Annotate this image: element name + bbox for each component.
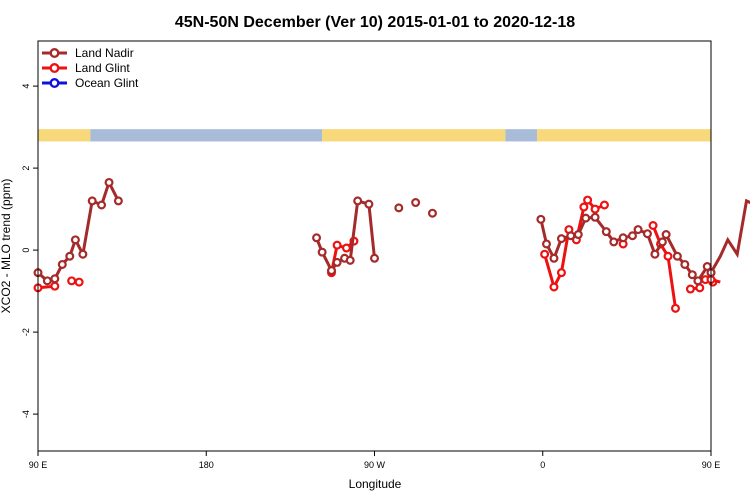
data-point: [661, 230, 671, 240]
data-point: [70, 235, 80, 245]
data-point: [67, 276, 77, 286]
series-land-glint: [33, 195, 721, 313]
data-point: [670, 303, 680, 313]
strip-band: [322, 129, 506, 142]
data-point: [78, 249, 88, 259]
strip-band: [505, 129, 538, 142]
y-axis: -4 -2 0 2 4: [21, 84, 38, 418]
data-point: [97, 200, 107, 210]
data-point: [536, 214, 546, 224]
data-point: [618, 233, 628, 243]
data-point: [590, 204, 600, 214]
data-point: [364, 199, 374, 209]
land-ocean-strip: [38, 129, 711, 142]
data-point: [549, 253, 559, 263]
data-point: [680, 259, 690, 269]
strip-band: [90, 129, 323, 142]
x-axis: 90 E 180 90 W 0 90 E: [29, 451, 721, 470]
data-point: [317, 247, 327, 257]
data-point: [42, 276, 52, 286]
data-point: [695, 283, 705, 293]
data-point: [627, 231, 637, 241]
data-point: [687, 270, 697, 280]
data-point: [581, 213, 591, 223]
data-point: [579, 202, 589, 212]
data-point: [394, 203, 404, 213]
chart-title: 45N-50N December (Ver 10) 2015-01-01 to …: [175, 14, 575, 31]
data-point: [74, 277, 84, 287]
data-point: [540, 249, 550, 259]
legend-marker: [49, 48, 60, 59]
data-point: [353, 196, 363, 206]
data-point: [633, 225, 643, 235]
x-tick-label: 90 W: [364, 460, 386, 470]
legend-marker: [49, 77, 60, 88]
data-point: [566, 231, 576, 241]
x-tick-label: 90 E: [29, 460, 48, 470]
data-point: [370, 253, 380, 263]
series-line: [651, 224, 677, 309]
series-layer: [33, 177, 750, 313]
data-point: [541, 239, 551, 249]
series-land-nadir: [33, 177, 750, 286]
legend-marker: [49, 62, 60, 73]
data-point: [549, 282, 559, 292]
legend-label: Land Glint: [75, 61, 130, 75]
data-point: [599, 200, 609, 210]
x-axis-label: Longitude: [349, 477, 402, 491]
legend-label: Land Nadir: [75, 46, 134, 60]
data-point: [312, 233, 322, 243]
data-point: [332, 257, 342, 267]
legend-item: Land Glint: [42, 61, 130, 75]
data-point: [609, 237, 619, 247]
data-point: [685, 284, 695, 294]
legend-label: Ocean Glint: [75, 76, 139, 90]
data-point: [601, 227, 611, 237]
x-tick-label: 90 E: [702, 460, 721, 470]
series-line: [709, 198, 750, 274]
data-point: [642, 229, 652, 239]
data-point: [57, 259, 67, 269]
y-axis-label: XCO2 - MLO trend (ppm): [0, 179, 13, 314]
data-point: [427, 208, 437, 218]
data-point: [672, 251, 682, 261]
legend-item: Ocean Glint: [42, 76, 139, 90]
y-tick-label: 0: [21, 248, 31, 253]
y-tick-label: 4: [21, 84, 31, 89]
data-point: [573, 230, 583, 240]
data-point: [693, 276, 703, 286]
data-point: [113, 196, 123, 206]
data-point: [657, 237, 667, 247]
data-point: [556, 234, 566, 244]
series-line: [37, 178, 120, 283]
x-tick-label: 180: [199, 460, 214, 470]
legend-item: Land Nadir: [42, 46, 134, 60]
data-point: [345, 255, 355, 265]
data-point: [411, 198, 421, 208]
data-point: [104, 177, 114, 187]
y-tick-label: -4: [21, 410, 31, 418]
data-point: [332, 240, 342, 250]
data-point: [583, 195, 593, 205]
data-point: [556, 268, 566, 278]
data-point: [590, 212, 600, 222]
data-point: [50, 274, 60, 284]
x-tick-label: 0: [540, 460, 545, 470]
data-point: [648, 221, 658, 231]
y-tick-label: -2: [21, 328, 31, 336]
strip-band: [38, 129, 91, 142]
data-point: [327, 266, 337, 276]
y-tick-label: 2: [21, 166, 31, 171]
strip-band: [537, 129, 711, 142]
data-point: [650, 249, 660, 259]
data-point: [65, 251, 75, 261]
data-point: [50, 281, 60, 291]
data-point: [87, 196, 97, 206]
data-point: [341, 243, 351, 253]
data-point: [663, 251, 673, 261]
